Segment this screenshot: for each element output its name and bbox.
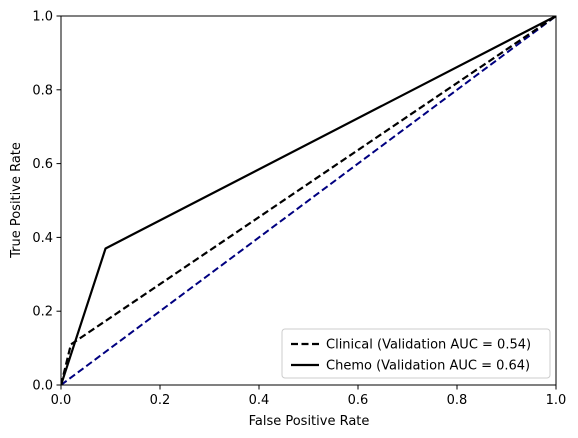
y-tick-label: 0.6 — [32, 157, 53, 172]
reference-line — [61, 16, 556, 385]
series-line-chemo — [61, 16, 556, 385]
x-tick-label: 0.8 — [447, 393, 468, 408]
y-tick-label: 0.8 — [32, 83, 53, 98]
y-tick-label: 0.2 — [32, 305, 53, 320]
legend-entry: Chemo (Validation AUC = 0.64) — [326, 359, 530, 374]
y-tick-label: 0.0 — [32, 379, 53, 394]
y-tick-label: 1.0 — [32, 10, 53, 25]
legend-entry: Clinical (Validation AUC = 0.54) — [326, 338, 531, 353]
x-tick-label: 0.0 — [51, 393, 72, 408]
legend-box — [281, 328, 551, 379]
axes-frame — [60, 15, 557, 386]
y-tick-label: 0.4 — [32, 231, 53, 246]
x-tick-label: 0.4 — [249, 393, 270, 408]
plot-area — [60, 15, 557, 386]
x-tick-label: 0.2 — [150, 393, 171, 408]
legend: Clinical (Validation AUC = 0.54) Chemo (V… — [281, 328, 551, 379]
x-tick-label: 0.6 — [348, 393, 369, 408]
x-axis-label: False Positive Rate — [249, 414, 370, 429]
y-axis-label: True Positive Rate — [9, 142, 24, 259]
axis-ticks: 0.0 0.2 0.4 0.6 0.8 1.0 0.0 0.2 0.4 0.6 0.8 1.0 — [32, 10, 566, 409]
x-tick-label: 1.0 — [546, 393, 567, 408]
